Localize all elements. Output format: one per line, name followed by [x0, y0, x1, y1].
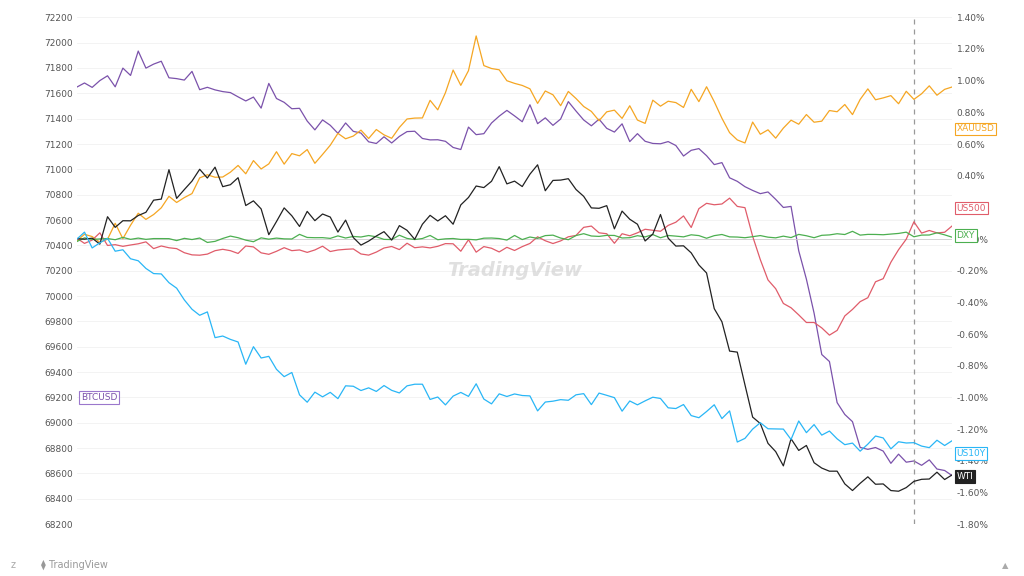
Text: DXY: DXY: [956, 231, 975, 240]
Text: ⧫ TradingView: ⧫ TradingView: [41, 560, 108, 570]
Text: WTI: WTI: [956, 472, 974, 481]
Text: XAUUSD: XAUUSD: [956, 124, 994, 134]
Text: TradingView: TradingView: [447, 262, 582, 280]
Text: z: z: [10, 560, 15, 570]
Text: US500: US500: [956, 204, 986, 213]
Text: ▲: ▲: [1002, 561, 1009, 570]
Text: BTCUSD: BTCUSD: [81, 393, 118, 402]
Text: US10Y: US10Y: [956, 449, 986, 458]
